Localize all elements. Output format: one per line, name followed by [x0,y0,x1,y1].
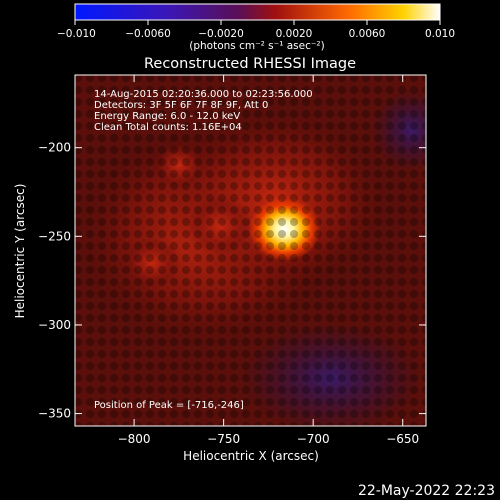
x-tick-label: −650 [386,432,419,446]
chart-title: Reconstructed RHESSI Image [144,56,356,72]
plot-annotations: 14-Aug-2015 02:20:36.000 to 02:23:56.000… [94,89,313,133]
heatmap-plot [75,75,426,426]
colorbar-tick-label: −0.0020 [198,28,244,40]
x-tick-label: −800 [118,432,151,446]
y-tick-label: −350 [38,407,71,421]
y-axis-ticks: −200 −250 −300 −350 [38,141,426,421]
colorbar-tick-label: −0.010 [57,28,96,40]
colorbar: −0.010 −0.0060 −0.0020 0.0020 0.0060 0.010 (p… [57,3,455,52]
x-axis-ticks: −800 −750 −700 −650 [118,75,419,446]
x-tick-label: −750 [207,432,240,446]
colorbar-tick-label: −0.0060 [125,28,171,40]
colorbar-ticks: −0.010 −0.0060 −0.0020 0.0020 0.0060 0.010 [57,20,455,40]
x-tick-label: −700 [297,432,330,446]
y-tick-label: −250 [38,229,71,243]
annotation-line: Clean Total counts: 1.16E+04 [94,122,242,133]
y-axis-label: Heliocentric Y (arcsec) [13,184,27,319]
annotation-line: 14-Aug-2015 02:20:36.000 to 02:23:56.000 [94,89,313,100]
colorbar-tick-label: 0.010 [425,28,455,40]
colorbar-gradient [74,3,441,21]
annotation-line: Energy Range: 6.0 - 12.0 keV [94,111,240,122]
y-tick-label: −200 [38,141,71,155]
annotation-line: Detectors: 3F 5F 6F 7F 8F 9F, Att 0 [94,100,268,111]
colorbar-tick-label: 0.0020 [276,28,313,40]
peak-position-label: Position of Peak = [-716,-246] [94,400,244,411]
colorbar-units-label: (photons cm⁻² s⁻¹ asec⁻²) [189,40,324,52]
y-tick-label: −300 [38,318,71,332]
plot-frame [74,74,427,427]
footer-timestamp: 22-May-2022 22:23 [358,483,495,499]
colorbar-tick-label: 0.0060 [349,28,386,40]
x-axis-label: Heliocentric X (arcsec) [183,449,319,463]
heatmap-texture [75,75,426,426]
